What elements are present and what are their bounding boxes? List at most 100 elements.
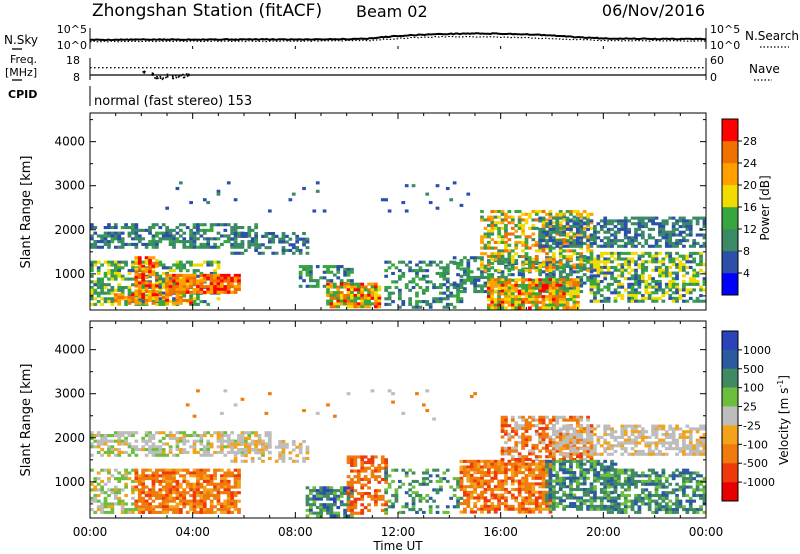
heatmap-cell xyxy=(483,499,488,503)
heatmap-cell xyxy=(298,284,303,288)
heatmap-cell xyxy=(545,502,549,506)
heatmap-cell xyxy=(589,279,594,284)
heatmap-cell xyxy=(230,510,235,514)
heatmap-cell xyxy=(185,285,190,289)
heatmap-cell xyxy=(175,225,180,230)
heatmap-cell xyxy=(504,449,508,453)
heatmap-cell xyxy=(216,493,221,498)
heatmap-cell xyxy=(172,477,176,481)
heatmap-cell xyxy=(610,222,614,226)
heatmap-cell xyxy=(510,493,515,497)
heatmap-cell xyxy=(565,257,570,261)
heatmap-cell xyxy=(213,485,217,489)
heatmap-cell xyxy=(603,244,608,248)
heatmap-cell xyxy=(562,482,566,486)
heatmap-cell xyxy=(579,476,584,480)
heatmap-cell xyxy=(199,273,204,277)
heatmap-cell xyxy=(685,271,690,275)
heatmap-cell xyxy=(213,474,217,478)
heatmap-cell xyxy=(107,448,111,452)
heatmap-cell xyxy=(182,285,187,289)
heatmap-cell xyxy=(141,264,146,268)
heatmap-cell xyxy=(634,268,638,272)
heatmap-cell xyxy=(120,242,125,246)
heatmap-cell xyxy=(528,297,532,302)
heatmap-cell xyxy=(151,242,156,246)
heatmap-cell xyxy=(664,254,669,258)
heatmap-cell xyxy=(267,231,272,236)
heatmap-cell xyxy=(552,438,556,442)
heatmap-cell xyxy=(545,499,549,503)
heatmap-cell xyxy=(141,439,146,443)
heatmap-cell xyxy=(326,497,330,501)
heatmap-cell xyxy=(514,235,519,239)
heatmap-cell xyxy=(517,235,522,239)
heatmap-cell xyxy=(555,212,560,216)
heatmap-cell xyxy=(521,240,525,245)
heatmap-cell xyxy=(469,275,474,280)
heatmap-cell xyxy=(148,256,152,260)
nave-dip-point xyxy=(188,74,190,77)
heatmap-cell xyxy=(610,219,614,223)
heatmap-cell xyxy=(240,450,245,454)
heatmap-cell xyxy=(131,298,135,302)
heatmap-cell xyxy=(582,281,587,285)
heatmap-cell xyxy=(490,246,495,250)
heatmap-cell xyxy=(226,279,231,283)
heatmap-cell xyxy=(486,510,491,514)
heatmap-cell xyxy=(209,453,214,457)
heatmap-cell xyxy=(459,259,464,263)
heatmap-cell xyxy=(418,496,423,500)
heatmap-cell xyxy=(528,510,532,514)
heatmap-cell xyxy=(589,257,594,261)
noise-search-series xyxy=(89,35,707,43)
heatmap-cell xyxy=(497,303,501,307)
heatmap-cell xyxy=(120,450,125,454)
heatmap-cell xyxy=(565,249,570,253)
heatmap-cell xyxy=(521,273,525,277)
heatmap-cell xyxy=(562,471,566,475)
heatmap-cell xyxy=(240,448,245,452)
heatmap-cell xyxy=(418,305,423,309)
heatmap-cell xyxy=(192,439,197,443)
heatmap-cell xyxy=(541,246,546,250)
heatmap-cell xyxy=(531,226,536,230)
heatmap-cell xyxy=(90,468,94,472)
heatmap-cell xyxy=(593,233,597,237)
heatmap-cell xyxy=(374,503,378,507)
heatmap-cell xyxy=(100,439,104,443)
heatmap-cell xyxy=(620,294,625,298)
heatmap-cell xyxy=(545,449,549,453)
heatmap-cell xyxy=(226,488,231,492)
heatmap-cell xyxy=(332,285,337,289)
heatmap-cell xyxy=(230,282,235,286)
heatmap-cell xyxy=(230,491,235,495)
heatmap-cell xyxy=(569,241,573,246)
heatmap-cell xyxy=(473,462,478,466)
heatmap-cell xyxy=(209,508,214,512)
heatmap-cell xyxy=(384,198,389,202)
heatmap-cell xyxy=(569,482,573,486)
heatmap-cell xyxy=(541,421,546,425)
heatmap-cell xyxy=(620,282,625,286)
heatmap-cell xyxy=(517,415,522,419)
heatmap-cell xyxy=(490,487,495,492)
heatmap-cell xyxy=(165,287,170,292)
heatmap-cell xyxy=(596,263,601,267)
heatmap-cell xyxy=(100,302,104,306)
heatmap-cell xyxy=(671,291,676,295)
heatmap-cell xyxy=(305,284,310,288)
heatmap-cell xyxy=(514,289,519,293)
heatmap-cell xyxy=(623,268,628,272)
heatmap-cell xyxy=(370,472,375,476)
heatmap-cell xyxy=(490,254,495,259)
heatmap-cell xyxy=(555,303,560,307)
heatmap-cell xyxy=(521,249,525,253)
heatmap-cell xyxy=(552,297,556,302)
heatmap-cell xyxy=(661,236,666,240)
heatmap-cell xyxy=(497,471,501,475)
heatmap-cell xyxy=(528,493,532,497)
heatmap-cell xyxy=(558,275,563,280)
heatmap-cell xyxy=(569,473,573,478)
heatmap-cell xyxy=(545,424,549,428)
